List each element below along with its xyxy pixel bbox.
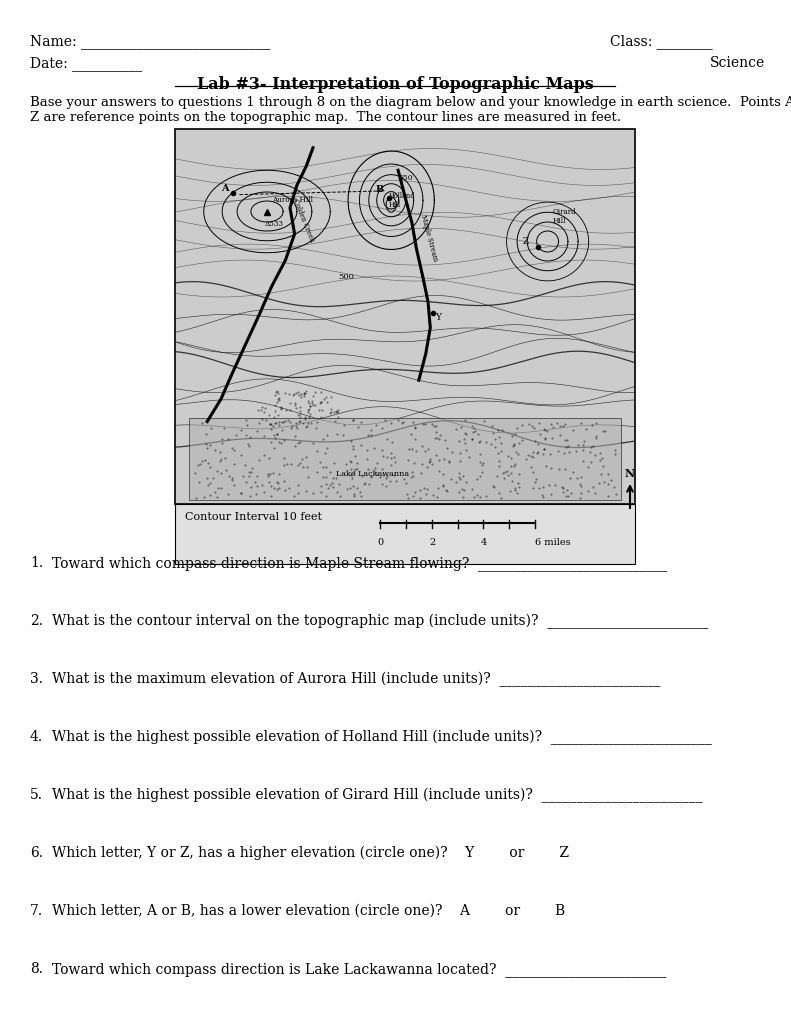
Text: What is the highest possible elevation of Holland Hill (include units)?  _______: What is the highest possible elevation o… (52, 730, 712, 745)
Text: 6.: 6. (30, 846, 43, 860)
Bar (175, 129, 635, 504)
Text: Maple Stream: Maple Stream (418, 214, 439, 262)
Text: 3.: 3. (30, 672, 43, 686)
Text: What is the highest possible elevation of Girard Hill (include units)?  ________: What is the highest possible elevation o… (52, 788, 702, 803)
Text: 7.: 7. (30, 904, 44, 918)
Text: Which letter, A or B, has a lower elevation (circle one)?    A        or        : Which letter, A or B, has a lower elevat… (52, 904, 566, 918)
Bar (175, 504, 635, 564)
Text: Base your answers to questions 1 through 8 on the diagram below and your knowled: Base your answers to questions 1 through… (30, 96, 791, 124)
Text: Toward which compass direction is Lake Lackawanna located?  ____________________: Toward which compass direction is Lake L… (52, 962, 666, 977)
Text: What is the contour interval on the topographic map (include units)?  __________: What is the contour interval on the topo… (52, 614, 708, 630)
Text: Lab #3- Interpretation of Topographic Maps: Lab #3- Interpretation of Topographic Ma… (197, 76, 593, 93)
Text: Y: Y (435, 312, 441, 322)
Text: 500: 500 (339, 273, 354, 281)
Text: Holland
Hill: Holland Hill (389, 191, 415, 209)
Text: 5.: 5. (30, 788, 43, 802)
Bar (189, 418, 621, 501)
Text: What is the maximum elevation of Aurora Hill (include units)?  _________________: What is the maximum elevation of Aurora … (52, 672, 660, 687)
Text: Name: ___________________________: Name: ___________________________ (30, 34, 270, 49)
Text: Toward which compass direction is Maple Stream flowing?  _______________________: Toward which compass direction is Maple … (52, 556, 667, 570)
Text: Class: ________: Class: ________ (610, 34, 713, 49)
Text: Δ533: Δ533 (265, 220, 284, 227)
Text: A: A (221, 184, 229, 193)
Text: 4.: 4. (30, 730, 44, 744)
Text: 8.: 8. (30, 962, 43, 976)
Text: Science: Science (710, 56, 765, 70)
Text: 6 miles: 6 miles (535, 538, 570, 547)
Text: Girard
Hill: Girard Hill (552, 208, 576, 224)
Text: 1.: 1. (30, 556, 44, 570)
Text: Aurora Hill: Aurora Hill (273, 197, 313, 204)
Text: B: B (375, 185, 384, 194)
Text: N: N (625, 468, 635, 479)
Text: 2: 2 (429, 538, 435, 547)
Text: 2.: 2. (30, 614, 43, 628)
Text: Which letter, Y or Z, has a higher elevation (circle one)?    Y        or       : Which letter, Y or Z, has a higher eleva… (52, 846, 569, 860)
Text: Z: Z (522, 238, 528, 247)
Text: Lake Lackawanna: Lake Lackawanna (336, 470, 409, 478)
Text: 0: 0 (377, 538, 383, 547)
Text: 4: 4 (481, 538, 487, 547)
Text: Colden Creek: Colden Creek (291, 198, 316, 244)
Text: Date: __________: Date: __________ (30, 56, 142, 71)
Text: Contour Interval 10 feet: Contour Interval 10 feet (185, 512, 322, 522)
Text: 550: 550 (398, 174, 413, 181)
